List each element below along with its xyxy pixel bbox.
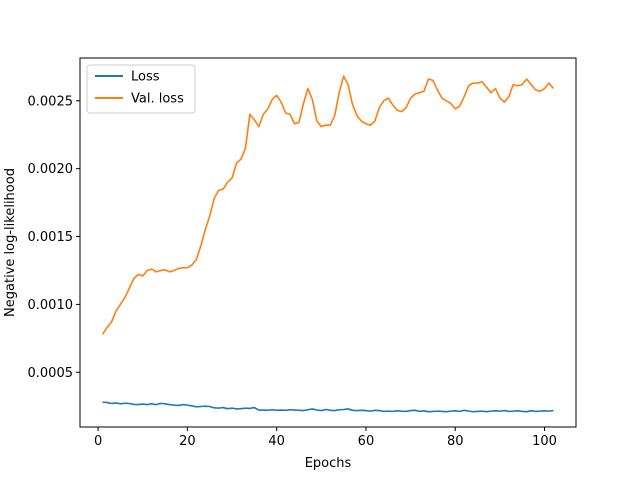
- x-axis-ticks: 0 20 40 60 80 100: [94, 427, 557, 449]
- legend-label-val-loss: Val. loss: [131, 92, 184, 107]
- y-axis-label: Negative log-likelihood: [3, 168, 18, 317]
- y-axis-ticks: 0.0005 0.0010 0.0015 0.0020 0.0025: [28, 94, 80, 381]
- x-tick-label: 40: [268, 434, 285, 449]
- x-tick-label: 100: [532, 434, 557, 449]
- y-tick-label: 0.0005: [28, 366, 74, 381]
- series-line-val-loss: [101, 75, 555, 335]
- x-tick-label: 0: [94, 434, 102, 449]
- plot-lines: [101, 75, 555, 413]
- y-tick-label: 0.0010: [28, 298, 74, 313]
- legend: Loss Val. loss: [86, 64, 196, 114]
- plot-frame: [79, 57, 577, 428]
- legend-label-loss: Loss: [131, 70, 160, 85]
- y-tick-label: 0.0015: [28, 230, 74, 245]
- series-line-loss: [102, 401, 554, 413]
- x-tick-label: 80: [447, 434, 464, 449]
- y-tick-label: 0.0020: [28, 162, 74, 177]
- x-axis-label: Epochs: [305, 456, 352, 471]
- x-tick-label: 20: [179, 434, 196, 449]
- y-tick-label: 0.0025: [28, 94, 74, 109]
- x-tick-label: 60: [358, 434, 375, 449]
